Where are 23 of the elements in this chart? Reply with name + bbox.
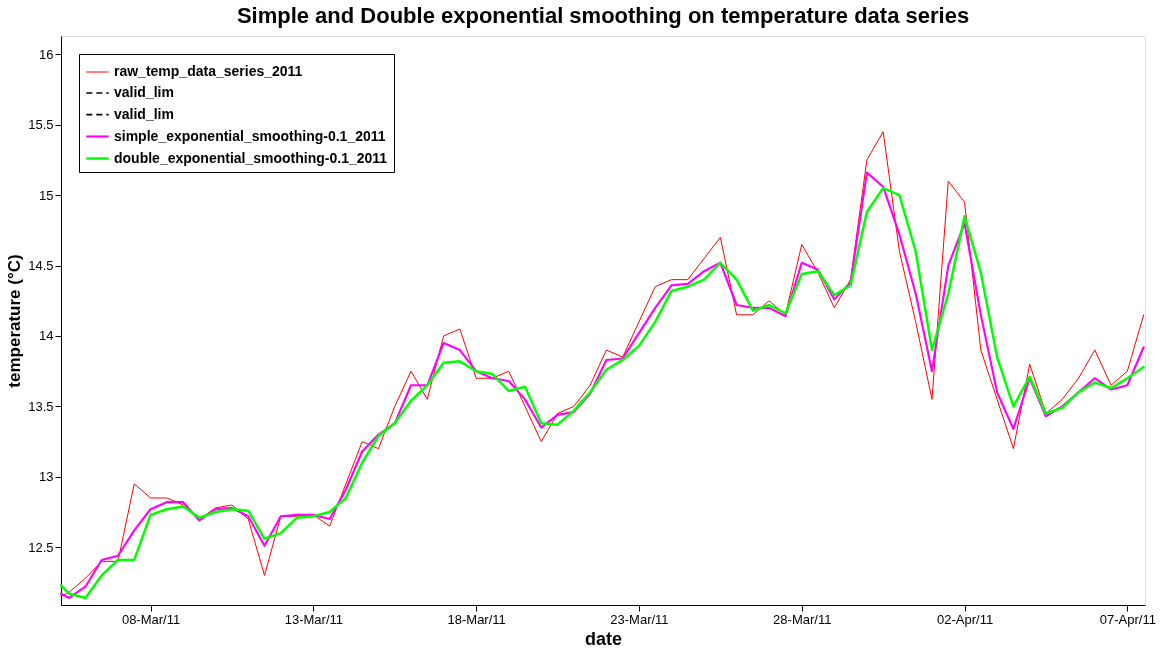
y-tick-label: 15 — [39, 187, 54, 203]
x-tick-label: 07-Apr/11 — [1099, 611, 1156, 627]
legend-label: valid_lim — [114, 105, 174, 122]
y-tick-label: 14.5 — [28, 258, 54, 274]
x-tick-label: 23-Mar/11 — [610, 611, 669, 627]
legend-label: valid_lim — [114, 84, 174, 100]
y-tick-label: 12.5 — [28, 539, 54, 555]
legend-label: simple_exponential_smoothing-0.1_2011 — [114, 127, 386, 144]
legend-label: double_exponential_smoothing-0.1_2011 — [114, 149, 388, 166]
x-axis-title: date — [584, 628, 623, 649]
y-tick-label: 15.5 — [28, 117, 54, 133]
x-tick-label: 28-Mar/11 — [773, 611, 832, 627]
legend-label: raw_temp_data_series_2011 — [114, 63, 303, 79]
y-tick-label: 14 — [39, 328, 54, 344]
y-tick-label: 13 — [39, 469, 54, 485]
y-axis-title: temperature (°C) — [5, 254, 25, 388]
x-tick-label: 02-Apr/11 — [936, 611, 994, 627]
y-tick-label: 16 — [39, 46, 54, 62]
x-tick-label: 13-Mar/11 — [284, 611, 343, 627]
x-tick-label: 08-Mar/11 — [121, 611, 181, 627]
chart-title: Simple and Double exponential smoothing on temperature data series — [236, 3, 970, 28]
y-tick-label: 13.5 — [28, 398, 54, 414]
x-tick-label: 18-Mar/11 — [447, 611, 506, 627]
